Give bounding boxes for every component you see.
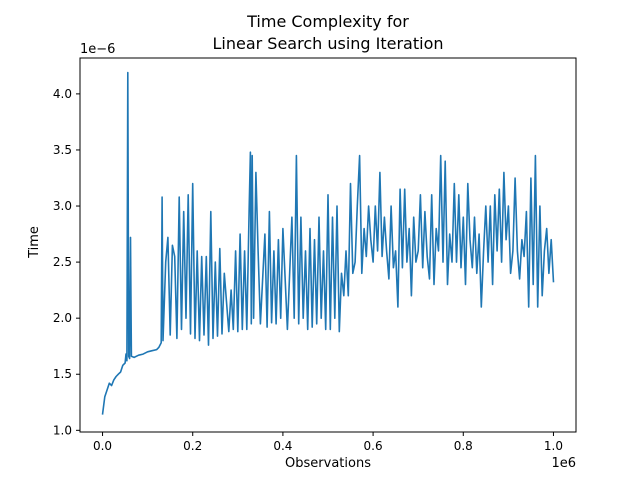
y-axis-offset-label: 1e−6 (80, 42, 115, 57)
x-axis-label: Observations (285, 456, 371, 471)
x-axis-offset-label: 1e6 (551, 456, 576, 471)
y-tick-label: 3.5 (53, 143, 72, 157)
y-tick-label: 1.5 (53, 367, 72, 381)
y-axis-label: Time (27, 226, 42, 259)
series-layer (101, 71, 555, 415)
axes-frame (79, 57, 577, 433)
chart-title-line-2: Linear Search using Iteration (212, 34, 443, 53)
series-line (101, 71, 555, 415)
x-tick-label: 1.0 (544, 439, 563, 453)
tick-layer: 0.0 0.2 0.4 0.6 0.8 1.0 1.0 1.5 2.0 2.5 3.0 3.5 4.0 (53, 87, 563, 453)
y-tick-label: 2.5 (53, 255, 72, 269)
x-tick-label: 0.0 (93, 439, 112, 453)
chart-title: Time Complexity for Linear Search using … (212, 12, 443, 53)
x-tick-label: 0.4 (273, 439, 292, 453)
x-tick-label: 0.8 (454, 439, 473, 453)
x-tick-label: 0.6 (364, 439, 383, 453)
y-tick-label: 4.0 (53, 87, 72, 101)
y-tick-label: 2.0 (53, 311, 72, 325)
y-tick-label: 1.0 (53, 423, 72, 437)
chart-title-line-1: Time Complexity for (246, 12, 409, 31)
plot-area: 0.0 0.2 0.4 0.6 0.8 1.0 1.0 1.5 2.0 2.5 3.0 3.5 4.0 (53, 57, 577, 453)
y-tick-label: 3.0 (53, 199, 72, 213)
x-tick-label: 0.2 (183, 439, 202, 453)
